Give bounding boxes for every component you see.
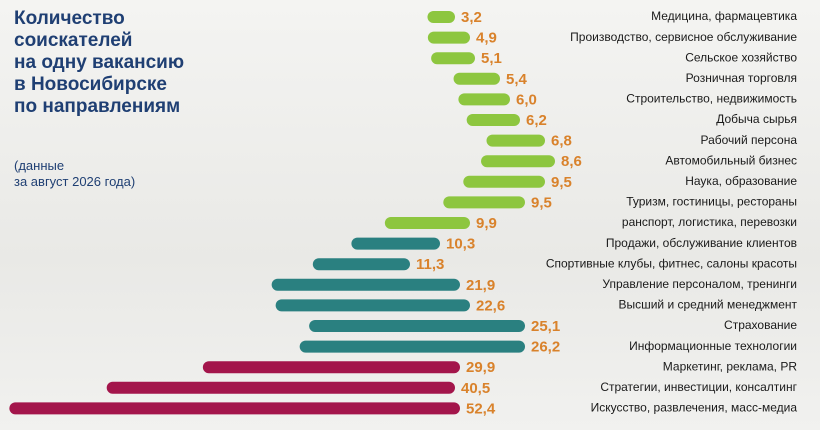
category-label: Управление персоналом, тренинги	[602, 277, 797, 291]
category-label: Стратегии, инвестиции, консалтинг	[600, 380, 797, 394]
category-label: Маркетинг, реклама, PR	[663, 359, 798, 373]
value-label: 29,9	[466, 359, 495, 376]
value-label: 52,4	[466, 400, 496, 417]
bar	[309, 320, 525, 332]
category-label: Продажи, обслуживание клиентов	[606, 236, 797, 250]
bar	[443, 196, 525, 209]
value-label: 6,8	[551, 133, 572, 150]
category-label: Производство, сервисное обслуживание	[570, 30, 797, 44]
category-label: Спортивные клубы, фитнес, салоны красоты	[546, 256, 797, 270]
chart-subtitle: (данные за август 2026 года)	[14, 158, 136, 189]
value-label: 11,3	[416, 256, 444, 273]
bar	[106, 381, 455, 394]
bar	[463, 175, 545, 188]
bar	[486, 134, 545, 147]
value-label: 4,9	[476, 30, 497, 47]
bar	[466, 114, 520, 126]
value-label: 25,1	[531, 318, 560, 335]
value-label: 8,6	[561, 153, 582, 170]
value-label: 6,2	[526, 112, 547, 129]
value-label: 40,5	[461, 380, 490, 397]
bar	[275, 299, 470, 312]
bar	[431, 52, 475, 65]
chart-title: Количество соискателей на одну вакансию …	[14, 8, 185, 117]
value-label: 22,6	[476, 297, 505, 314]
category-label: Розничная торговля	[686, 71, 797, 85]
category-label: Строительство, недвижимость	[626, 92, 797, 106]
value-label: 3,2	[461, 9, 482, 26]
category-label: Автомобильный бизнес	[665, 153, 797, 167]
bar	[458, 93, 510, 106]
bar	[427, 11, 455, 23]
category-label: Искусство, развлечения, масс-медиа	[591, 401, 798, 415]
bar	[427, 31, 470, 44]
bar	[351, 237, 440, 250]
bar	[9, 402, 461, 415]
category-label: Страхование	[724, 318, 797, 332]
value-label: 21,9	[466, 277, 495, 294]
category-label: Сельское хозяйство	[685, 50, 797, 64]
bar	[481, 155, 555, 168]
category-label: Туризм, гостиницы, рестораны	[626, 195, 797, 209]
category-label: Добыча сырья	[716, 112, 797, 126]
category-label: Медицина, фармацевтика	[651, 9, 797, 23]
category-label: Высший и средний менеджмент	[618, 298, 797, 312]
value-label: 5,1	[481, 50, 502, 67]
value-label: 10,3	[446, 236, 475, 253]
category-label: Информационные технологии	[629, 339, 797, 353]
value-label: 9,5	[551, 174, 572, 191]
bar	[202, 361, 461, 374]
category-label: Наука, образование	[685, 174, 797, 188]
bar	[384, 217, 470, 229]
value-label: 9,5	[531, 194, 552, 211]
value-label: 9,9	[476, 215, 497, 232]
category-label: Рабочий персона	[700, 133, 797, 147]
value-label: 5,4	[506, 71, 528, 88]
value-label: 26,2	[531, 339, 560, 356]
bar	[299, 340, 525, 353]
value-label: 6,0	[516, 91, 537, 108]
category-label: ранспорт, логистика, перевозки	[622, 215, 797, 229]
bar	[271, 278, 460, 291]
bar	[312, 258, 410, 271]
bar	[453, 72, 500, 85]
